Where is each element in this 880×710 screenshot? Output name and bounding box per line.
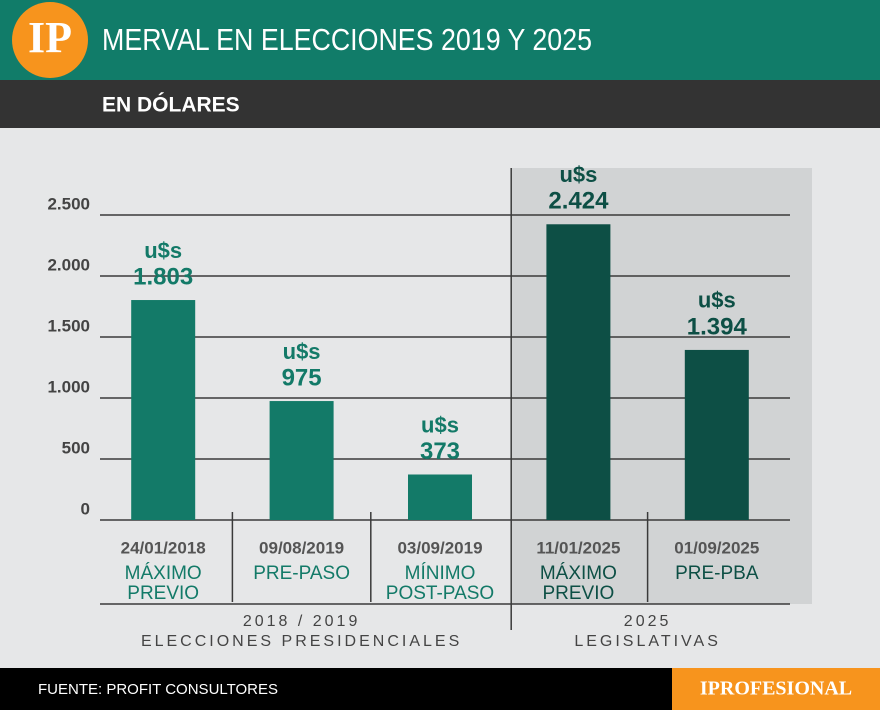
category-note: MÁXIMO xyxy=(540,563,617,584)
y-tick-label: 500 xyxy=(62,438,90,457)
category-note: POST-PASO xyxy=(386,583,494,604)
bar xyxy=(684,349,749,520)
value-label: 1.803 xyxy=(133,263,193,290)
y-tick-label: 1.500 xyxy=(47,316,90,335)
x-tick-label: 11/01/2025 xyxy=(536,538,620,557)
y-tick-label: 0 xyxy=(81,499,90,518)
plot: 05001.0001.5002.0002.500u$s1.80324/01/20… xyxy=(47,162,790,650)
category-note: PREVIO xyxy=(542,583,614,604)
brand-band xyxy=(672,668,880,710)
category-note: MÁXIMO xyxy=(125,563,202,584)
value-prefix: u$s xyxy=(144,238,182,263)
y-tick-label: 2.000 xyxy=(47,255,90,274)
value-prefix: u$s xyxy=(421,412,459,437)
footer-band xyxy=(0,668,672,710)
chart-title: MERVAL EN ELECCIONES 2019 Y 2025 xyxy=(102,22,592,57)
group-label: ELECCIONES PRESIDENCIALES xyxy=(141,633,462,650)
value-prefix: u$s xyxy=(559,162,597,187)
group-label: LEGISLATIVAS xyxy=(574,633,721,650)
bar xyxy=(131,300,196,520)
category-note: PRE-PBA xyxy=(675,563,759,584)
x-tick-label: 09/08/2019 xyxy=(259,538,344,557)
logo-circle xyxy=(12,2,88,78)
category-note: PRE-PASO xyxy=(253,563,350,584)
chart-subtitle: EN DÓLARES xyxy=(102,93,240,117)
value-prefix: u$s xyxy=(698,288,736,313)
subtitle-band xyxy=(0,80,880,128)
bar xyxy=(546,224,611,520)
brand: IPROFESIONAL xyxy=(700,678,852,700)
value-label: 975 xyxy=(282,364,322,391)
bar xyxy=(408,474,472,520)
group-period: 2025 xyxy=(624,613,672,630)
header-band xyxy=(0,0,880,80)
category-note: MÍNIMO xyxy=(405,563,476,584)
x-tick-label: 24/01/2018 xyxy=(121,538,206,557)
group-period: 2018 / 2019 xyxy=(243,613,361,630)
logo: IP xyxy=(28,13,72,62)
y-tick-label: 1.000 xyxy=(47,377,90,396)
category-note: PREVIO xyxy=(127,583,199,604)
x-tick-label: 01/09/2025 xyxy=(674,538,759,557)
bar xyxy=(269,401,334,520)
value-prefix: u$s xyxy=(283,339,321,364)
source: FUENTE: PROFIT CONSULTORES xyxy=(38,681,278,698)
value-label: 1.394 xyxy=(687,313,748,340)
y-tick-label: 2.500 xyxy=(47,194,90,213)
value-label: 373 xyxy=(420,438,460,465)
value-label: 2.424 xyxy=(548,188,609,215)
x-tick-label: 03/09/2019 xyxy=(397,538,482,557)
